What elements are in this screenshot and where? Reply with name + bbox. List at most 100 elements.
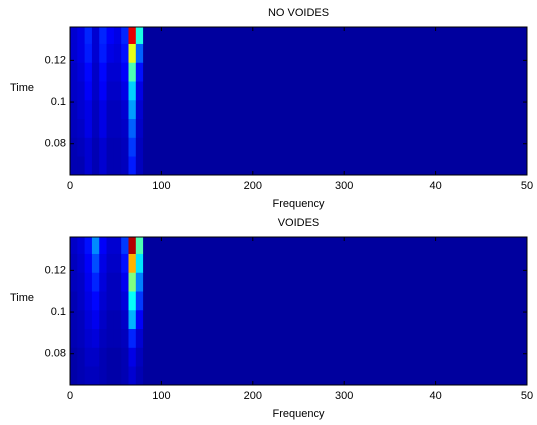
heatmap-cell — [135, 237, 144, 254]
heatmap-cell — [106, 237, 115, 254]
heatmap-cell — [143, 43, 151, 63]
heatmap-cell — [99, 62, 107, 82]
heatmap-cell — [84, 237, 93, 254]
heatmap-cell — [113, 253, 122, 273]
heatmap-cell — [99, 272, 107, 292]
heatmap-cell — [77, 291, 85, 311]
heatmap-cell — [135, 118, 144, 138]
x-tick-label: 200 — [244, 180, 262, 192]
heatmap-cell — [113, 62, 122, 82]
y-tick-label: 0.08 — [45, 348, 66, 360]
heatmap-cell — [128, 237, 137, 254]
heatmap-cell — [84, 156, 93, 176]
x-tick-label: 0 — [67, 390, 73, 402]
heatmap-cell — [91, 328, 100, 348]
heatmap-cell — [77, 118, 85, 138]
heatmap-cell — [77, 272, 85, 292]
x-tick-label: 300 — [335, 390, 353, 402]
heatmap-cell — [99, 253, 107, 273]
heatmap-cell — [77, 253, 85, 273]
heatmap-cell — [99, 366, 107, 386]
heatmap-cell — [84, 366, 93, 386]
heatmap-cell — [121, 253, 129, 273]
plot-frame — [69, 26, 528, 176]
heatmap-cell — [143, 81, 151, 101]
heatmap-cell — [113, 237, 122, 254]
heatmap-cell — [84, 27, 93, 44]
heatmap-cell — [91, 366, 100, 386]
heatmap-cell — [84, 81, 93, 101]
heatmap-cell — [106, 81, 115, 101]
x-tick-label: 100 — [152, 390, 170, 402]
heatmap-cell — [135, 27, 144, 44]
heatmap-cell — [77, 27, 85, 44]
heatmap-cell — [121, 366, 129, 386]
heatmap-cell — [113, 118, 122, 138]
heatmap-cell — [91, 253, 100, 273]
x-tick-label: 200 — [244, 390, 262, 402]
heatmap-cell — [143, 237, 151, 254]
heatmap-cell — [135, 347, 144, 367]
heatmap-cell — [77, 237, 85, 254]
heatmap-cell — [143, 156, 151, 176]
heatmap-cell — [77, 81, 85, 101]
heatmap-cell — [113, 309, 122, 330]
heatmap-cell — [99, 81, 107, 101]
heatmap-cell — [135, 99, 144, 120]
heatmap-cell — [84, 328, 93, 348]
heatmap-cell — [99, 43, 107, 63]
heatmap-cell — [113, 156, 122, 176]
heatmap-cell — [121, 347, 129, 367]
heatmap-cell — [84, 62, 93, 82]
heatmap-cell — [135, 43, 144, 63]
heatmap-cell — [128, 291, 137, 311]
heatmap-cell — [128, 156, 137, 176]
heatmap-cell — [70, 272, 78, 292]
heatmap-cell — [121, 118, 129, 138]
chart-title: NO VOIDES — [268, 7, 329, 19]
heatmap-cell — [106, 27, 115, 44]
heatmap-cell — [128, 118, 137, 138]
heatmap-cell — [135, 328, 144, 348]
heatmap-cell — [77, 328, 85, 348]
y-tick-label: 0.1 — [51, 306, 66, 318]
heatmap-cell — [121, 328, 129, 348]
heatmap-cell — [128, 43, 137, 63]
heatmap-cell — [106, 291, 115, 311]
heatmap-cell — [106, 137, 115, 157]
x-tick-label: 300 — [335, 180, 353, 192]
heatmap-cell — [106, 328, 115, 348]
heatmap-cell — [91, 309, 100, 330]
heatmap-cell — [113, 137, 122, 157]
heatmap-cell — [91, 81, 100, 101]
heatmap-cell — [99, 156, 107, 176]
x-axis-label: Frequency — [273, 408, 325, 420]
heatmap-cell — [106, 309, 115, 330]
heatmap-cell — [113, 272, 122, 292]
heatmap-cell — [70, 237, 78, 254]
heatmap-cell — [99, 137, 107, 157]
heatmap-cell — [70, 99, 78, 120]
heatmap-cell — [70, 253, 78, 273]
heatmap-cell — [91, 43, 100, 63]
heatmap-cell — [84, 253, 93, 273]
heatmap-cell — [99, 99, 107, 120]
heatmap-cell — [70, 43, 78, 63]
x-tick-label: 40 — [429, 180, 441, 192]
heatmap-cell — [113, 366, 122, 386]
heatmap-cell — [135, 81, 144, 101]
heatmap-cell — [113, 81, 122, 101]
y-tick-label: 0.12 — [45, 54, 66, 66]
heatmap-cell — [70, 291, 78, 311]
heatmap-cell — [84, 99, 93, 120]
heatmap-cell — [106, 347, 115, 367]
heatmap-cell — [121, 99, 129, 120]
heatmap-cell — [121, 309, 129, 330]
heatmap-cell — [91, 118, 100, 138]
heatmap-cell — [135, 137, 144, 157]
heatmap-cell — [84, 309, 93, 330]
y-tick-label: 0.08 — [45, 138, 66, 150]
heatmap-cell — [128, 27, 137, 44]
